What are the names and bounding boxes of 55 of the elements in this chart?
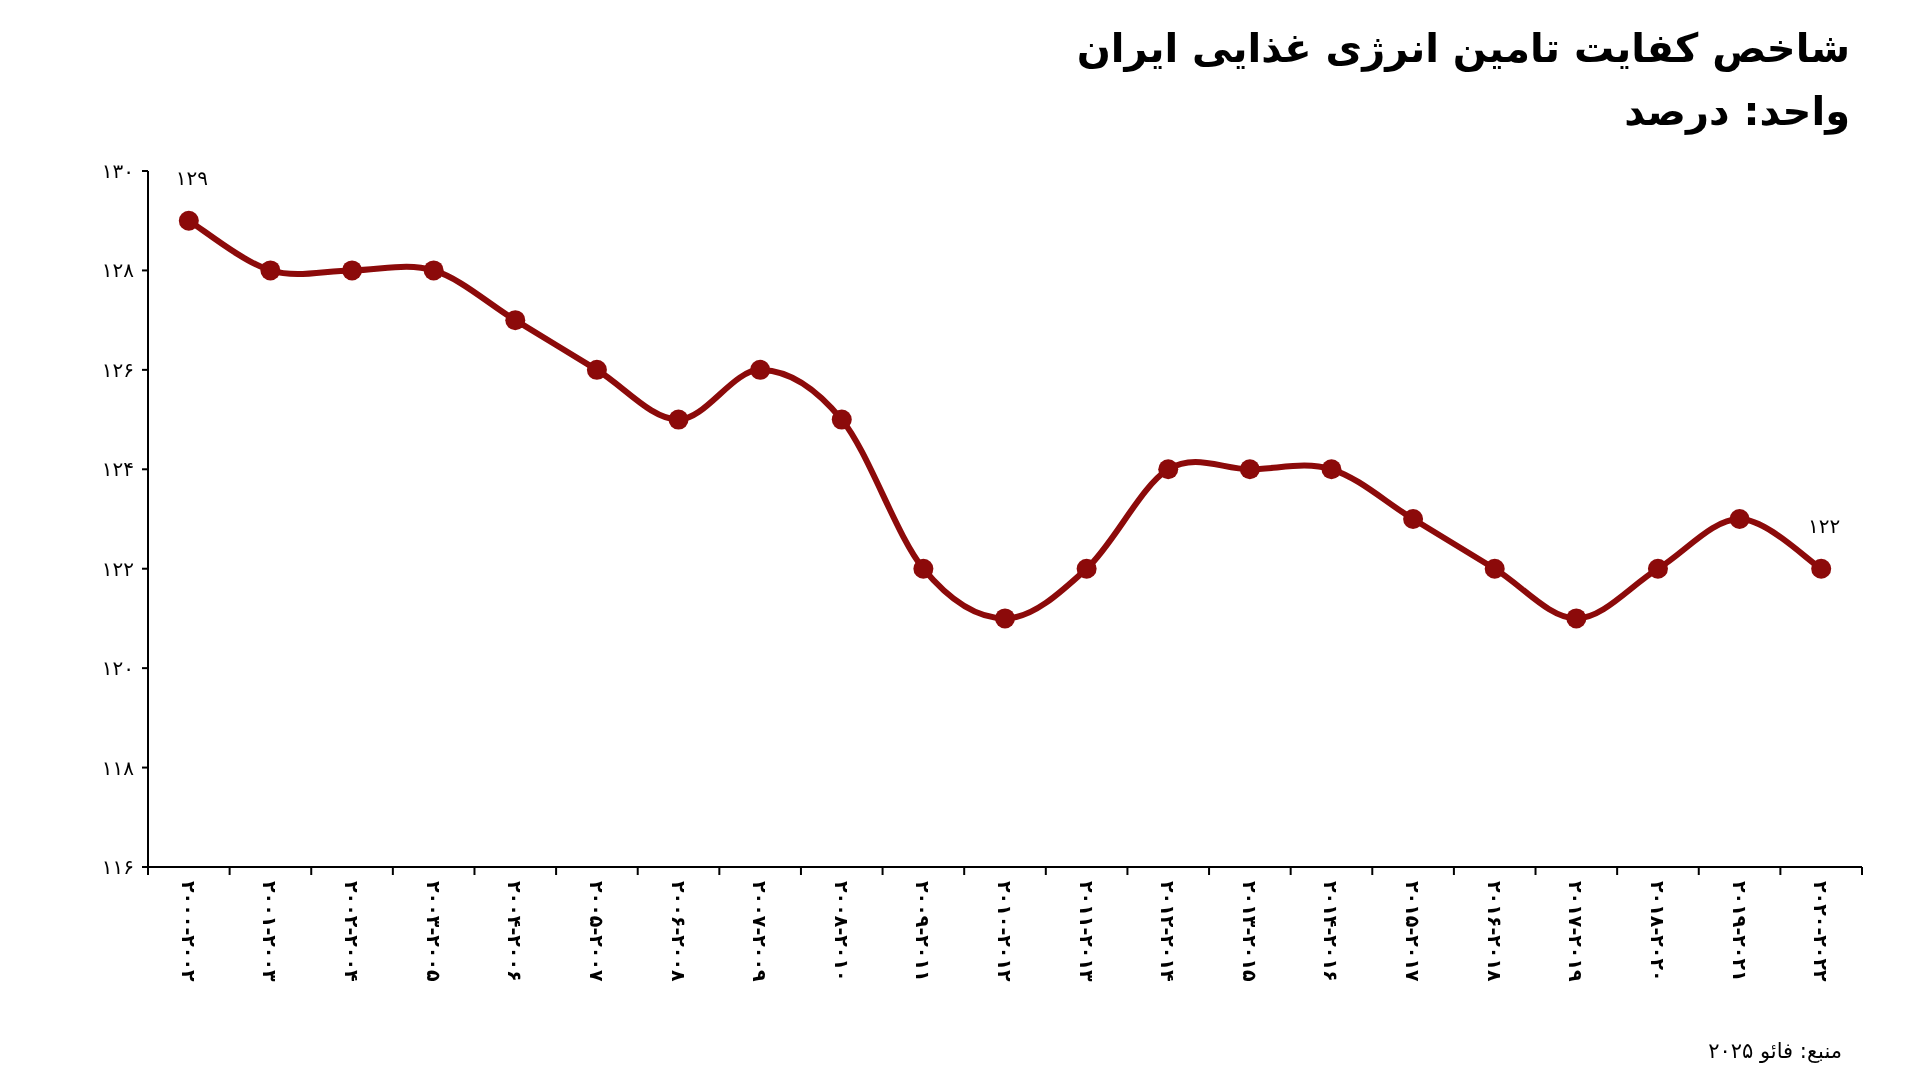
x-tick-label: ۲۰۱۵-۲۰۱۷: [1402, 881, 1425, 983]
y-tick-label: ۱۲۶: [101, 357, 134, 382]
point: [995, 608, 1015, 629]
x-tick-label: ۲۰۱۹-۲۰۲۱: [1728, 881, 1751, 982]
point: [1321, 459, 1342, 480]
x-tick-label: ۲۰۲۰-۲۰۲۲: [1810, 881, 1833, 983]
y-tick-label: ۱۲۲: [101, 556, 134, 581]
point: [1158, 459, 1179, 480]
x-tick-label: ۲۰۱۷-۲۰۱۹: [1565, 881, 1588, 983]
x-tick-label: ۲۰۰۴-۲۰۰۶: [504, 881, 527, 982]
x-tick-label: ۲۰۰۶-۲۰۰۸: [667, 881, 690, 983]
text: منبع: فائو ۲۰۲۵: [1708, 1039, 1842, 1063]
x-tick-label: ۲۰۰۹-۲۰۱۱: [912, 881, 935, 982]
y-tick-label: ۱۱۸: [101, 755, 135, 780]
point: [260, 260, 281, 281]
y-tick-label: ۱۲۰: [101, 656, 134, 681]
x-tick-label: ۲۰۰۸-۲۰۱۰: [830, 881, 853, 982]
x-tick-label: ۲۰۱۳-۲۰۱۵: [1238, 881, 1261, 983]
x-tick-label: ۲۰۱۸-۲۰۲۰: [1646, 881, 1669, 982]
x-tick-label: ۲۰۰۰-۲۰۰۲: [177, 881, 200, 983]
point: [1484, 558, 1505, 579]
x-tick-label: ۲۰۰۳-۲۰۰۵: [422, 881, 445, 983]
y-tick-label: ۱۱۶: [101, 855, 134, 879]
point: [750, 359, 771, 380]
x-tick-label: ۲۰۰۱-۲۰۰۳: [259, 881, 282, 983]
point: [1811, 558, 1832, 579]
point: [913, 558, 934, 579]
point: [1647, 558, 1668, 579]
chart-subtitle: واحد: درصد: [1624, 88, 1850, 135]
x-tick-label: ۲۰۱۱-۲۰۱۳: [1075, 881, 1098, 983]
point: [1403, 509, 1424, 529]
point: [1239, 459, 1260, 480]
point: [668, 409, 689, 430]
x-tick-label: ۲۰۰۷-۲۰۰۹: [749, 881, 772, 983]
x-tick-label: ۲۰۱۰-۲۰۱۲: [994, 881, 1016, 983]
x-tick-label: ۲۰۱۴-۲۰۱۶: [1320, 881, 1343, 982]
y-tick-label: ۱۲۸: [101, 258, 135, 283]
point: [586, 359, 607, 380]
point: [423, 260, 444, 281]
data-label: ۱۲۲: [1808, 513, 1841, 538]
point: [1076, 558, 1097, 579]
y-tick-label: ۱۲۴: [101, 457, 134, 482]
point: [1566, 608, 1587, 629]
point: [342, 260, 363, 281]
point: [831, 409, 852, 430]
y-tick-label: ۱۳۰: [101, 159, 134, 183]
x-tick-label: ۲۰۰۵-۲۰۰۷: [585, 881, 608, 983]
point: [178, 210, 199, 231]
x-tick-label: ۲۰۱۶-۲۰۱۸: [1483, 881, 1506, 983]
x-tick-label: ۲۰۰۲-۲۰۰۴: [341, 881, 364, 982]
chart-title: شاخص کفایت تامین انرژی غذایی ایران: [1076, 25, 1850, 72]
data-label: ۱۲۹: [175, 165, 208, 190]
point: [505, 310, 526, 331]
x-tick-label: ۲۰۱۲-۲۰۱۴: [1157, 881, 1180, 982]
point: [1729, 509, 1750, 529]
